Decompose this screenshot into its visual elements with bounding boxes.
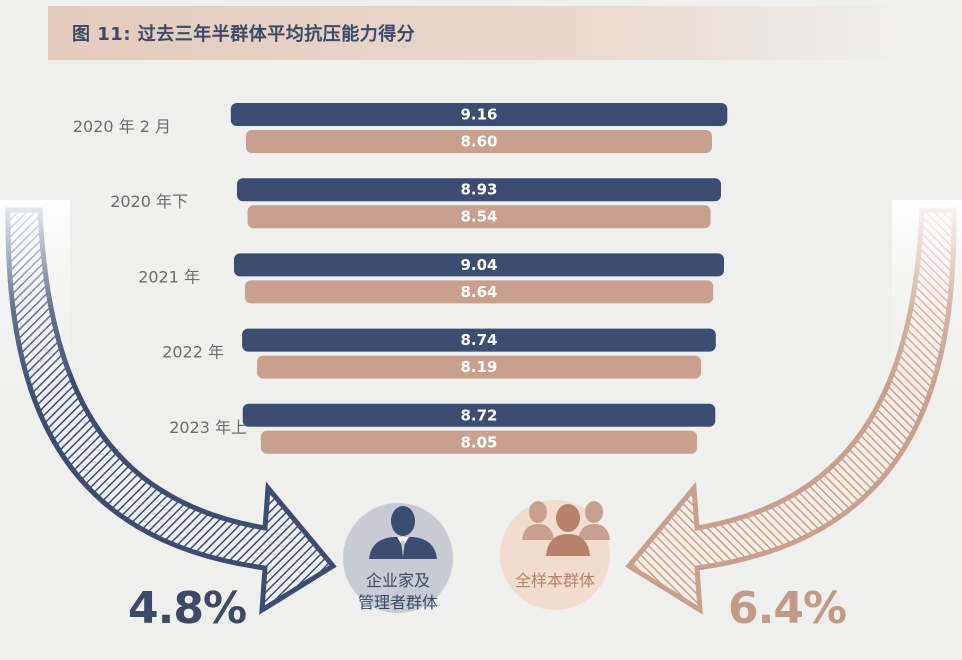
group-people-icon — [522, 501, 610, 556]
data-label-executives-3: 8.74 — [460, 331, 497, 349]
left-arrow — [0, 200, 337, 615]
bar-all-sample-3 — [257, 355, 701, 379]
right-arrow — [625, 200, 962, 615]
bar-all-sample-2 — [244, 280, 714, 304]
data-label-executives-2: 9.04 — [460, 256, 497, 274]
data-label-all-sample-3: 8.19 — [460, 358, 497, 376]
data-label-all-sample-0: 8.60 — [460, 133, 497, 151]
data-label-all-sample-4: 8.05 — [460, 433, 497, 451]
bar-executives-2 — [234, 253, 724, 277]
chart-title: 图 11: 过去三年半群体平均抗压能力得分 — [72, 24, 416, 45]
category-label-2: 2021 年 — [138, 267, 200, 286]
bar-all-sample-1 — [247, 205, 711, 229]
bar-executives-1 — [237, 178, 721, 202]
data-label-all-sample-2: 8.64 — [460, 283, 497, 301]
category-label-0: 2020 年 2 月 — [73, 117, 171, 136]
data-label-executives-1: 8.93 — [460, 181, 497, 199]
executives-label-line1: 企业家及 — [365, 571, 430, 590]
category-label-1: 2020 年下 — [110, 192, 188, 211]
all-sample-circle — [500, 500, 610, 610]
all-sample-change: 6.4% — [728, 583, 847, 634]
bar-executives-0 — [230, 103, 728, 126]
category-label-4: 2023 年上 — [169, 418, 247, 437]
bar-executives-3 — [242, 328, 716, 352]
title-band: 图 11: 过去三年半群体平均抗压能力得分 — [48, 6, 910, 60]
data-label-executives-4: 8.72 — [460, 406, 497, 424]
category-label-3: 2022 年 — [162, 343, 224, 362]
bars-group: 9.16 8.60 2020 年 2 月 8.93 8.54 2020 年下 9.04 8.6… — [73, 103, 728, 454]
executives-circle — [343, 503, 453, 613]
data-label-all-sample-1: 8.54 — [460, 208, 497, 226]
bar-executives-4 — [242, 403, 716, 427]
executives-label-line2: 管理者群体 — [357, 593, 438, 612]
bar-all-sample-0 — [245, 130, 712, 153]
executives-change: 4.8% — [128, 583, 247, 634]
data-label-executives-0: 9.16 — [460, 106, 497, 124]
businessman-icon — [369, 506, 437, 559]
all-sample-label: 全样本群体 — [514, 571, 595, 590]
bar-all-sample-4 — [260, 430, 698, 454]
